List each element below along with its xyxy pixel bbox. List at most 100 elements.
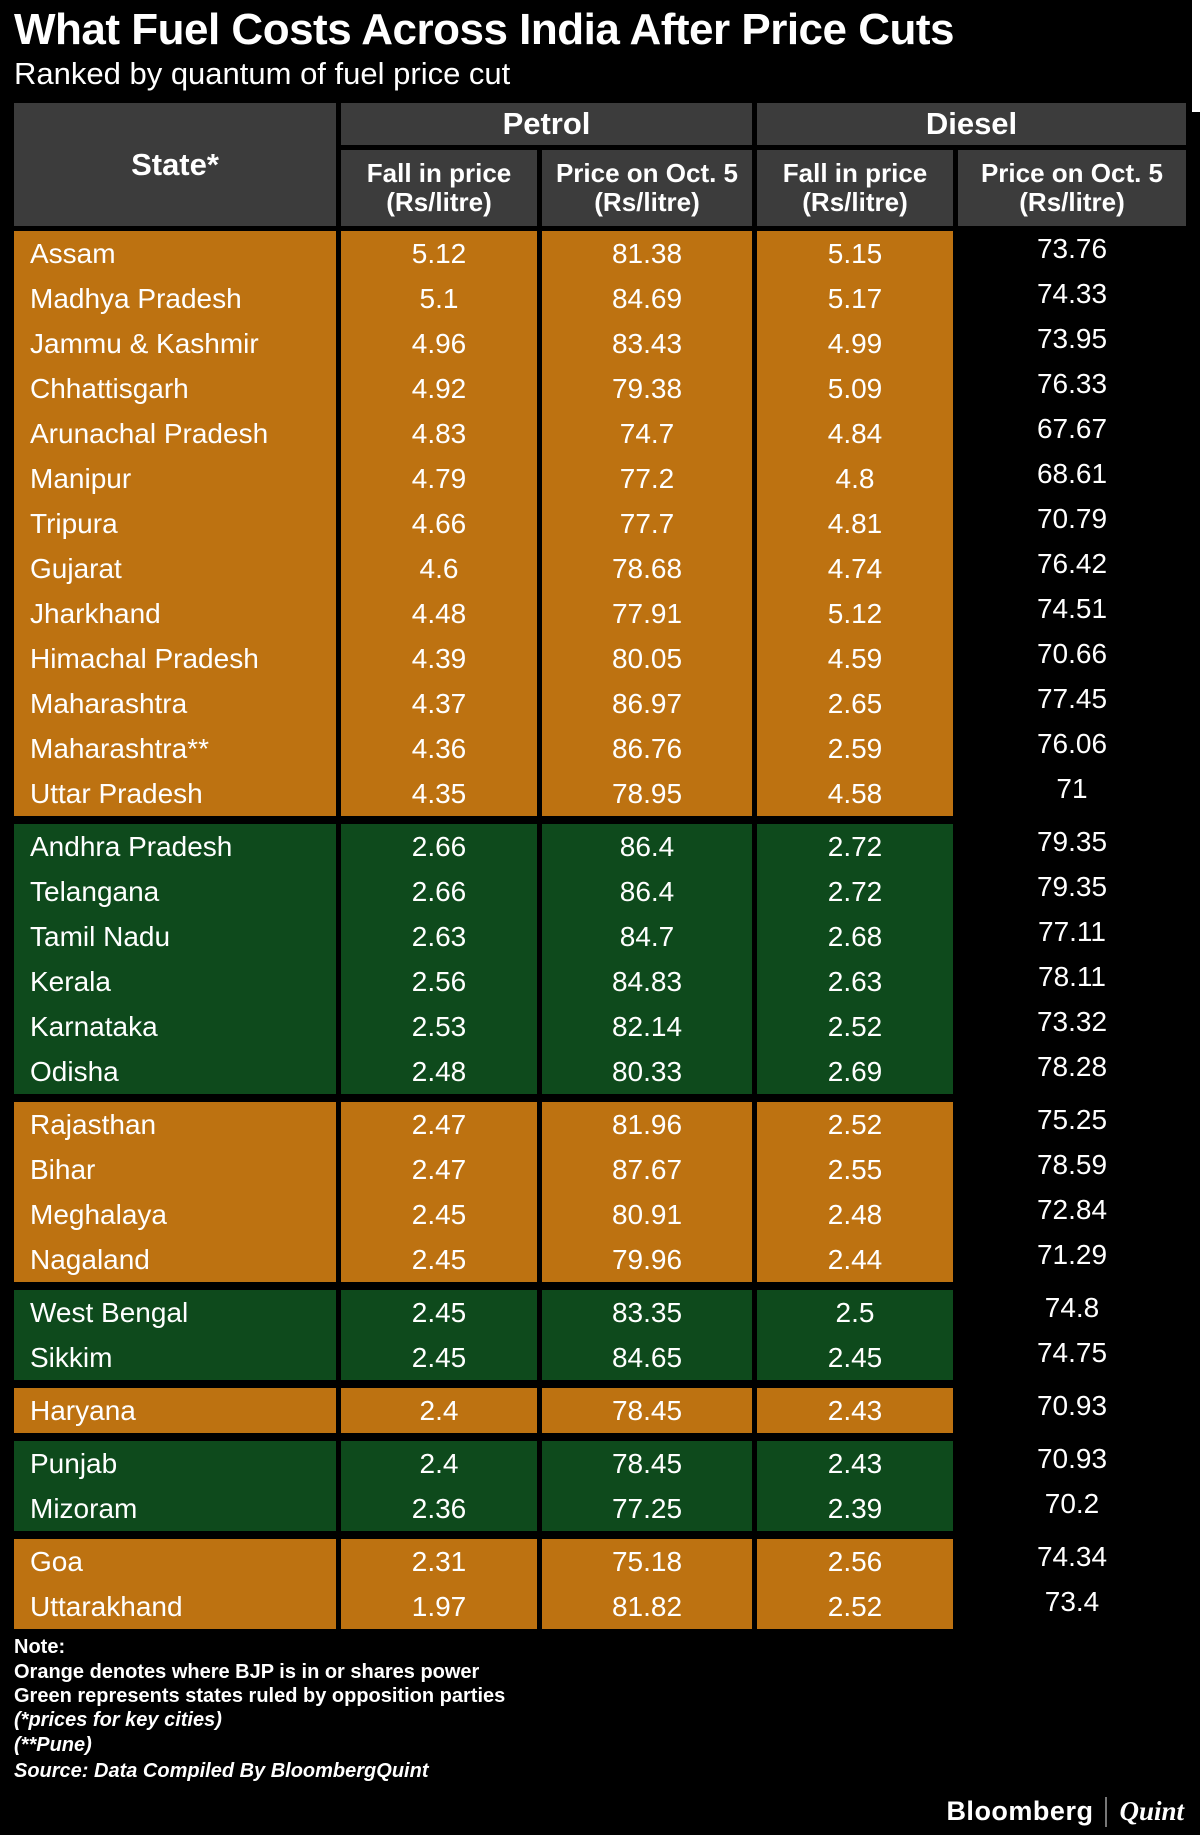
- value-cell: 2.69: [757, 1049, 953, 1095]
- value-cell: 83.43: [542, 321, 752, 367]
- value-cell: 77.25: [542, 1486, 752, 1532]
- state-name: Meghalaya: [14, 1192, 336, 1238]
- value-cell: 84.7: [542, 914, 752, 960]
- value-cell: 78.11: [958, 959, 1186, 1005]
- value-cell: 2.48: [341, 1049, 537, 1095]
- value-cell: 4.39: [341, 636, 537, 682]
- value-cell: 5.12: [341, 231, 537, 277]
- value-cell: 4.58: [757, 771, 953, 817]
- value-cell: 81.38: [542, 231, 752, 277]
- table-row: Andhra Pradesh 2.66 86.4 2.72 79.35: [14, 824, 1186, 870]
- value-cell: 5.1: [341, 276, 537, 322]
- value-cell: 74.33: [958, 276, 1186, 322]
- value-cell: 74.51: [958, 591, 1186, 637]
- value-cell: 2.45: [341, 1290, 537, 1336]
- value-cell: 2.39: [757, 1486, 953, 1532]
- state-group-bjp: Assam 5.12 81.38 5.15 73.76 Madhya Pradesh 5.1…: [14, 231, 1186, 817]
- table-row: West Bengal 2.45 83.35 2.5 74.8: [14, 1290, 1186, 1336]
- value-cell: 4.8: [757, 456, 953, 502]
- table-row: Jammu & Kashmir 4.96 83.43 4.99 73.95: [14, 321, 1186, 367]
- state-name: Himachal Pradesh: [14, 636, 336, 682]
- column-group-diesel: Diesel: [757, 103, 1186, 146]
- value-cell: 83.35: [542, 1290, 752, 1336]
- table-row: Goa 2.31 75.18 2.56 74.34: [14, 1539, 1186, 1585]
- state-group-opposition: West Bengal 2.45 83.35 2.5 74.8 Sikkim 2.45 84.…: [14, 1290, 1186, 1381]
- table-row: Haryana 2.4 78.45 2.43 70.93: [14, 1388, 1186, 1434]
- value-cell: 2.47: [341, 1147, 537, 1193]
- table-row: Jharkhand 4.48 77.91 5.12 74.51: [14, 591, 1186, 637]
- value-cell: 2.52: [757, 1004, 953, 1050]
- table-row: Telangana 2.66 86.4 2.72 79.35: [14, 869, 1186, 915]
- table-row: Bihar 2.47 87.67 2.55 78.59: [14, 1147, 1186, 1193]
- state-name: Maharashtra: [14, 681, 336, 727]
- value-cell: 2.4: [341, 1441, 537, 1487]
- brand-divider: [1105, 1796, 1108, 1827]
- table-row: Uttarakhand 1.97 81.82 2.52 73.4: [14, 1584, 1186, 1630]
- value-cell: 84.65: [542, 1335, 752, 1381]
- value-cell: 70.93: [958, 1441, 1186, 1487]
- value-cell: 77.45: [958, 681, 1186, 727]
- header-line: Price on Oct. 5: [555, 158, 739, 189]
- header-line: (Rs/litre): [802, 187, 908, 218]
- header-line: Price on Oct. 5: [980, 158, 1164, 189]
- value-cell: 2.72: [757, 869, 953, 915]
- value-cell: 87.67: [542, 1147, 752, 1193]
- column-header-petrol-fall: Fall in price (Rs/litre): [341, 150, 537, 227]
- value-cell: 78.95: [542, 771, 752, 817]
- value-cell: 2.56: [757, 1539, 953, 1585]
- column-header-diesel-price: Price on Oct. 5 (Rs/litre): [958, 150, 1186, 227]
- table-body: Assam 5.12 81.38 5.15 73.76 Madhya Pradesh 5.1…: [14, 231, 1186, 1630]
- value-cell: 2.5: [757, 1290, 953, 1336]
- value-cell: 77.11: [958, 914, 1186, 960]
- table-row: Manipur 4.79 77.2 4.8 68.61: [14, 456, 1186, 502]
- value-cell: 70.93: [958, 1388, 1186, 1434]
- table-row: Gujarat 4.6 78.68 4.74 76.42: [14, 546, 1186, 592]
- value-cell: 2.56: [341, 959, 537, 1005]
- table-row: Karnataka 2.53 82.14 2.52 73.32: [14, 1004, 1186, 1050]
- table-row: Sikkim 2.45 84.65 2.45 74.75: [14, 1335, 1186, 1381]
- fuel-price-table: State* Petrol Diesel Fall in price (Rs/l…: [14, 103, 1186, 1630]
- value-cell: 70.66: [958, 636, 1186, 682]
- value-cell: 2.48: [757, 1192, 953, 1238]
- table-row: Himachal Pradesh 4.39 80.05 4.59 70.66: [14, 636, 1186, 682]
- table-row: Madhya Pradesh 5.1 84.69 5.17 74.33: [14, 276, 1186, 322]
- value-cell: 86.4: [542, 824, 752, 870]
- state-name: Goa: [14, 1539, 336, 1585]
- value-cell: 76.33: [958, 366, 1186, 412]
- table-row: Assam 5.12 81.38 5.15 73.76: [14, 231, 1186, 277]
- value-cell: 2.55: [757, 1147, 953, 1193]
- value-cell: 4.84: [757, 411, 953, 457]
- table-row: Punjab 2.4 78.45 2.43 70.93: [14, 1441, 1186, 1487]
- value-cell: 84.83: [542, 959, 752, 1005]
- state-name: Gujarat: [14, 546, 336, 592]
- value-cell: 2.59: [757, 726, 953, 772]
- table-row: Mizoram 2.36 77.25 2.39 70.2: [14, 1486, 1186, 1532]
- state-group-opposition: Andhra Pradesh 2.66 86.4 2.72 79.35 Telangana…: [14, 824, 1186, 1095]
- state-name: Arunachal Pradesh: [14, 411, 336, 457]
- value-cell: 4.96: [341, 321, 537, 367]
- table-row: Chhattisgarh 4.92 79.38 5.09 76.33: [14, 366, 1186, 412]
- value-cell: 2.45: [341, 1192, 537, 1238]
- table-row: Nagaland 2.45 79.96 2.44 71.29: [14, 1237, 1186, 1283]
- table-row: Arunachal Pradesh 4.83 74.7 4.84 67.67: [14, 411, 1186, 457]
- value-cell: 78.45: [542, 1388, 752, 1434]
- page-subtitle: Ranked by quantum of fuel price cut: [14, 55, 511, 91]
- value-cell: 81.82: [542, 1584, 752, 1630]
- state-name: Nagaland: [14, 1237, 336, 1283]
- state-name: Odisha: [14, 1049, 336, 1095]
- value-cell: 82.14: [542, 1004, 752, 1050]
- value-cell: 76.42: [958, 546, 1186, 592]
- state-name: West Bengal: [14, 1290, 336, 1336]
- value-cell: 72.84: [958, 1192, 1186, 1238]
- column-header-state: State*: [14, 103, 336, 227]
- value-cell: 4.81: [757, 501, 953, 547]
- state-name: Sikkim: [14, 1335, 336, 1381]
- table-row: Kerala 2.56 84.83 2.63 78.11: [14, 959, 1186, 1005]
- state-name: Mizoram: [14, 1486, 336, 1532]
- header-line: (Rs/litre): [594, 187, 700, 218]
- value-cell: 79.96: [542, 1237, 752, 1283]
- value-cell: 5.09: [757, 366, 953, 412]
- value-cell: 79.35: [958, 824, 1186, 870]
- value-cell: 73.95: [958, 321, 1186, 367]
- state-name: Tamil Nadu: [14, 914, 336, 960]
